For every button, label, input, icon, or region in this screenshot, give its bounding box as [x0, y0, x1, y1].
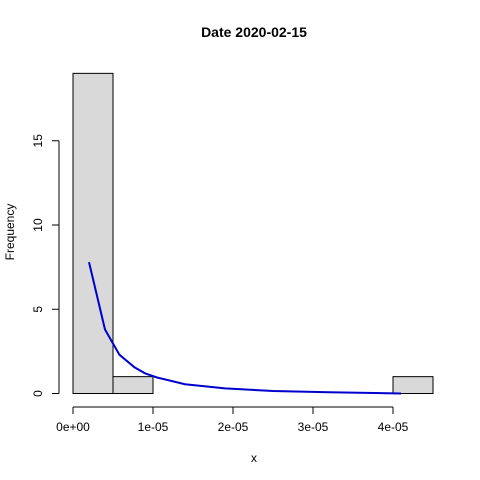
y-axis-label: Frequency	[3, 204, 17, 261]
density-curve	[88, 261, 402, 395]
y-tick-label-1: 5	[31, 306, 45, 313]
y-tick-label-0: 0	[31, 390, 45, 397]
histogram-bar-1	[112, 376, 154, 394]
histogram-bar-8	[392, 376, 434, 394]
chart-title: Date 2020-02-15	[201, 24, 307, 40]
y-axis: 0 5 10 15	[31, 134, 60, 397]
histogram-bar-0	[72, 72, 114, 394]
x-tick-label-0: 0e+00	[56, 420, 90, 434]
x-tick-label-4: 4e-05	[378, 420, 409, 434]
x-tick-label-2: 2e-05	[218, 420, 249, 434]
x-axis-label: x	[251, 451, 257, 465]
x-tick-label-1: 1e-05	[138, 420, 169, 434]
x-tick-label-3: 3e-05	[298, 420, 329, 434]
density-curve-group	[88, 261, 402, 395]
histogram-bars	[72, 72, 434, 394]
x-axis: 0e+00 1e-05 2e-05 3e-05 4e-05	[56, 406, 409, 434]
y-tick-label-2: 10	[31, 218, 45, 232]
y-tick-label-3: 15	[31, 134, 45, 148]
